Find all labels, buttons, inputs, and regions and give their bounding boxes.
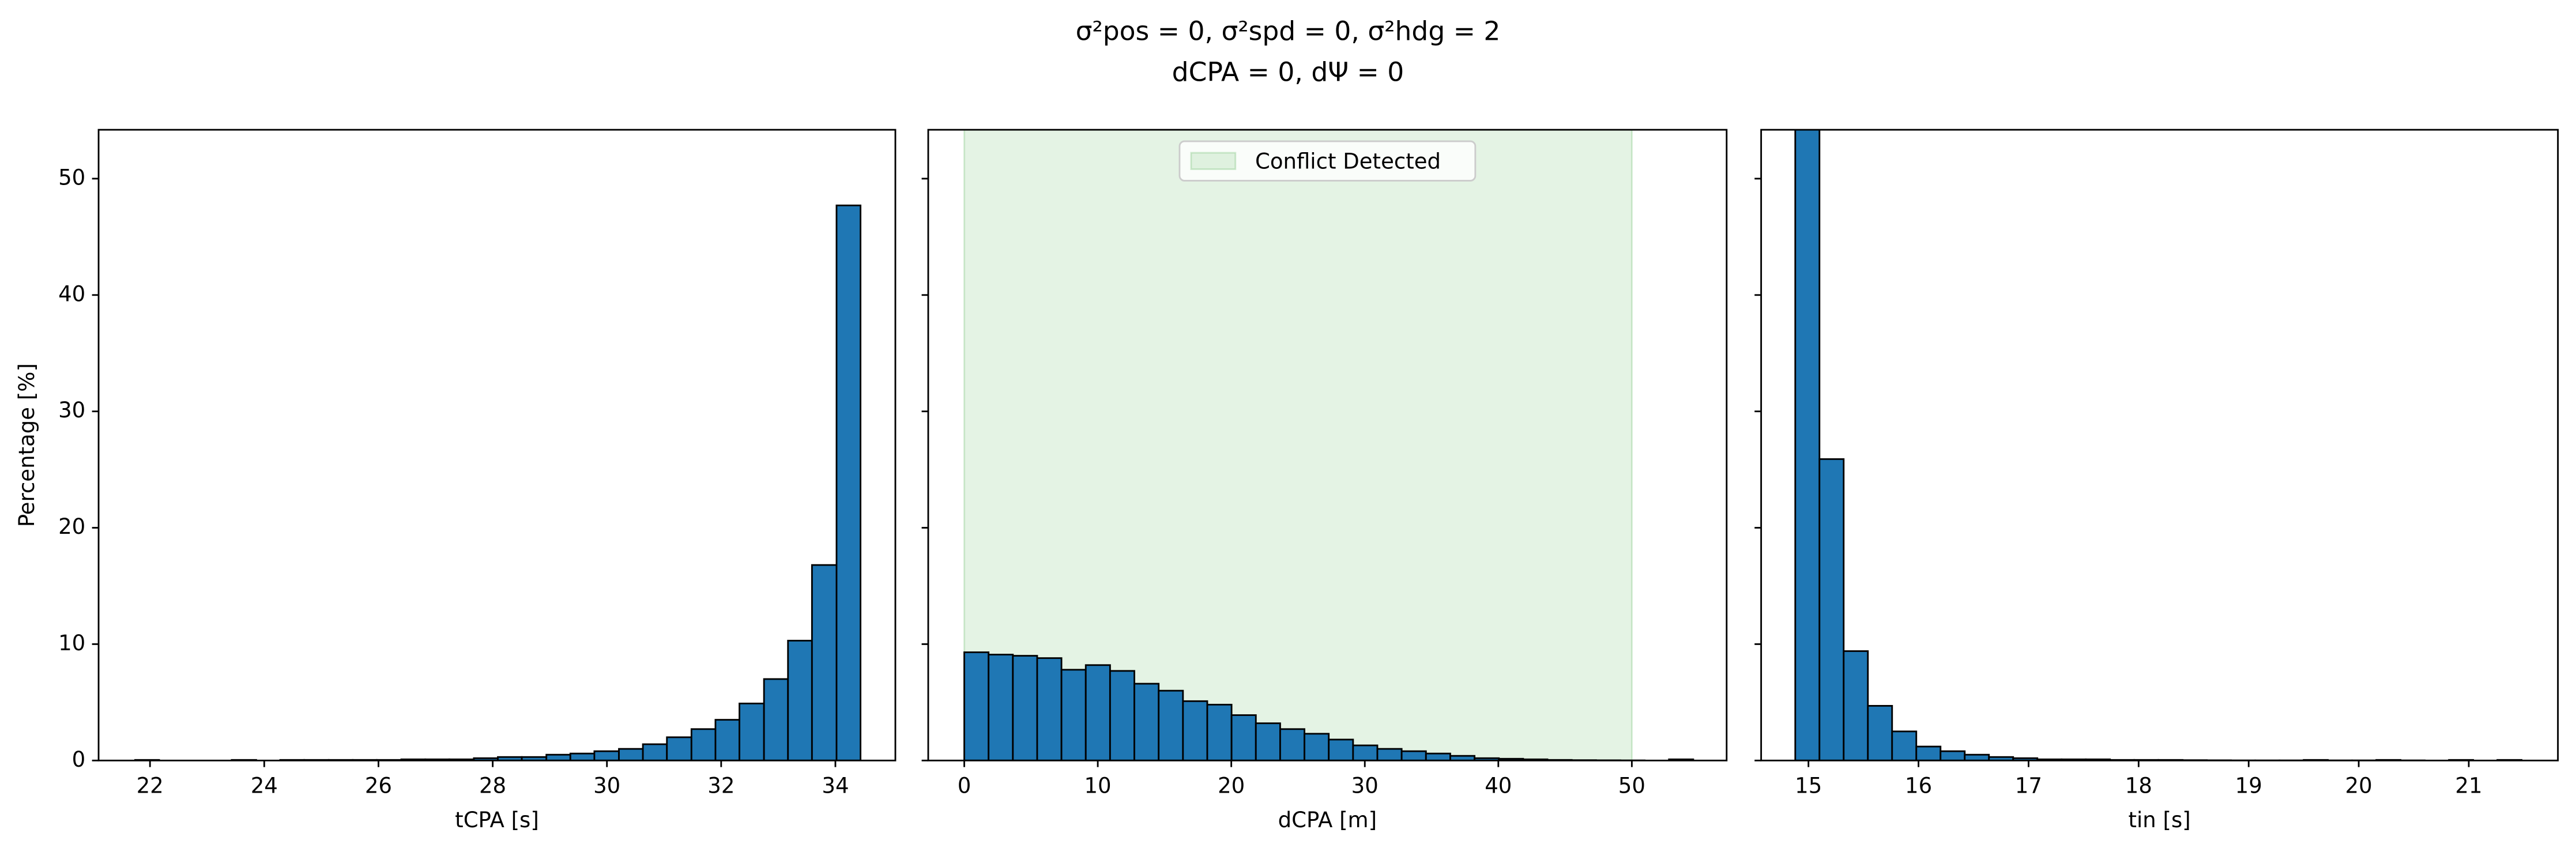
y-tick-label: 10 — [58, 631, 85, 655]
x-tick-label: 50 — [1618, 773, 1645, 798]
bar — [1425, 752, 1451, 761]
bar — [642, 743, 668, 761]
plot-area — [1794, 130, 2523, 761]
bar — [1304, 733, 1330, 761]
x-tick-label: 19 — [2235, 773, 2262, 798]
x-tick-label: 15 — [1795, 773, 1822, 798]
bar — [1891, 730, 1918, 761]
bar — [1012, 655, 1038, 761]
bar — [569, 752, 596, 761]
axes-frame — [927, 129, 1728, 761]
axes-frame — [1760, 129, 2559, 761]
bar — [739, 702, 765, 761]
bar — [1230, 714, 1257, 761]
y-tick-label: 0 — [72, 747, 86, 772]
bar — [1867, 704, 1893, 761]
x-tick-label: 22 — [137, 773, 164, 798]
bar — [1060, 669, 1087, 761]
x-tick-label: 34 — [822, 773, 849, 798]
bar — [1206, 703, 1233, 761]
bar — [666, 736, 692, 761]
x-tick-label: 32 — [707, 773, 735, 798]
x-tick-label: 18 — [2125, 773, 2152, 798]
x-tick-label: 21 — [2455, 773, 2482, 798]
axes-frame — [97, 129, 897, 761]
plot-area — [134, 204, 861, 761]
x-tick-label: 28 — [479, 773, 506, 798]
x-tick-label: 20 — [2345, 773, 2372, 798]
y-tick-label: 20 — [58, 514, 85, 539]
x-tick-label: 24 — [251, 773, 278, 798]
title-line: dCPA = 0, dΨ = 0 — [1172, 57, 1404, 88]
x-tick-label: 20 — [1218, 773, 1245, 798]
bar — [811, 564, 838, 761]
bar — [1279, 728, 1305, 761]
x-tick-label: 10 — [1084, 773, 1112, 798]
legend-label: Conflict Detected — [1255, 149, 1441, 174]
bar — [963, 651, 990, 761]
x-tick-label: 26 — [365, 773, 392, 798]
legend-box — [1178, 140, 1477, 182]
x-tick-label: 30 — [593, 773, 620, 798]
y-tick-label: 50 — [58, 165, 85, 190]
bar — [1376, 748, 1403, 761]
x-axis-label: tCPA [s] — [455, 808, 539, 832]
bar — [787, 639, 813, 761]
bar — [1036, 657, 1063, 761]
bar — [1255, 722, 1281, 761]
bar — [1843, 650, 1869, 761]
x-axis-label: tin [s] — [2128, 808, 2190, 832]
y-tick-label: 40 — [58, 281, 85, 306]
bar — [1964, 753, 1990, 761]
bar — [618, 748, 644, 761]
bar — [545, 753, 571, 761]
bar — [1794, 130, 1821, 761]
bar — [1158, 689, 1184, 761]
plot-area — [963, 130, 1694, 761]
bar — [1109, 670, 1135, 761]
bar — [1939, 750, 1966, 761]
bar — [1400, 750, 1427, 761]
x-tick-label: 40 — [1485, 773, 1512, 798]
shaded-span — [963, 130, 1633, 761]
y-tick-label: 30 — [58, 398, 85, 423]
bar — [835, 204, 861, 761]
bar — [714, 719, 740, 761]
y-axis-label: Percentage [%] — [14, 363, 39, 527]
x-tick-label: 0 — [958, 773, 971, 798]
x-axis-label: dCPA [m] — [1278, 808, 1377, 832]
bar — [1352, 744, 1379, 761]
x-tick-label: 17 — [2015, 773, 2042, 798]
bar — [1818, 458, 1845, 761]
bar — [593, 750, 620, 761]
bar — [1915, 745, 1942, 761]
bar — [1328, 738, 1354, 761]
bar — [1182, 700, 1208, 761]
bar — [690, 728, 717, 761]
legend-swatch — [1190, 152, 1237, 170]
x-tick-label: 16 — [1905, 773, 1932, 798]
bar — [988, 654, 1014, 761]
bar — [1084, 664, 1111, 761]
title-line: σ²pos = 0, σ²spd = 0, σ²hdg = 2 — [1076, 16, 1501, 46]
bar — [1133, 683, 1160, 761]
bar — [763, 678, 789, 761]
x-tick-label: 30 — [1351, 773, 1379, 798]
